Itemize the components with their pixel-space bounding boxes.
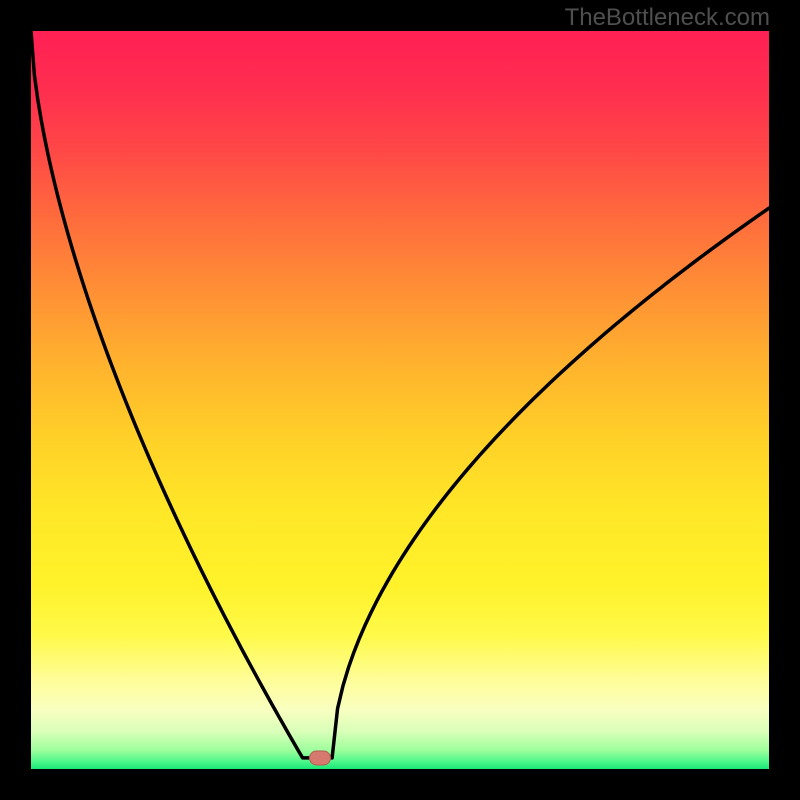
bottleneck-marker [309,750,331,765]
plot-area [31,31,769,769]
watermark-text: TheBottleneck.com [565,4,770,32]
curve-svg [31,31,769,769]
bottleneck-curve [31,31,769,758]
chart-container: TheBottleneck.com [0,0,800,800]
